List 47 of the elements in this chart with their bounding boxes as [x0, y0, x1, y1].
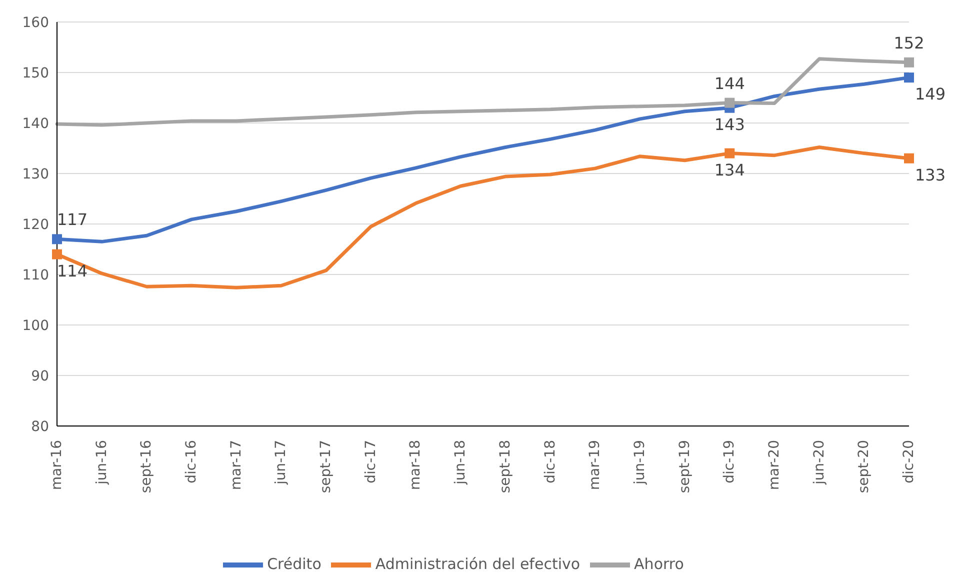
x-tick-label: dic-17 [362, 440, 379, 484]
x-tick-label: sept-19 [676, 440, 693, 494]
y-tick-label: 100 [22, 318, 49, 334]
x-tick-label: dic-19 [722, 440, 738, 484]
y-tick-label: 160 [22, 14, 49, 31]
point [724, 148, 735, 158]
x-tick-label: dic-16 [184, 440, 200, 484]
point [724, 98, 735, 108]
x-tick-label: sept-18 [497, 440, 514, 494]
data-label: 143 [714, 114, 745, 134]
x-tick-label: sept-17 [318, 440, 334, 494]
x-tick-label: jun-16 [94, 440, 110, 486]
point [904, 72, 914, 83]
point [904, 153, 914, 164]
legend-label: Administración del efectivo [375, 555, 580, 574]
x-tick-label: jun-18 [452, 440, 469, 486]
x-tick-label: mar-16 [49, 440, 65, 490]
x-tick-label: jun-19 [632, 440, 648, 486]
y-tick-label: 110 [22, 267, 49, 284]
y-tick-label: 80 [31, 418, 49, 435]
y-tick-label: 130 [22, 166, 49, 182]
x-tick-label: mar-18 [408, 440, 424, 490]
y-tick-label: 120 [22, 216, 49, 233]
point [52, 234, 62, 244]
legend-label: Crédito [267, 555, 322, 574]
x-tick-label: jun-20 [811, 440, 828, 486]
y-tick-label: 140 [22, 116, 49, 132]
point [52, 249, 62, 260]
x-tick-label: sept-20 [856, 440, 872, 494]
data-label: 152 [894, 33, 924, 52]
legend-label: Ahorro [634, 555, 684, 574]
data-label: 144 [714, 74, 745, 93]
point [904, 57, 914, 68]
data-label: 133 [915, 165, 946, 184]
data-label: 114 [57, 261, 88, 280]
data-label: 117 [57, 210, 88, 230]
x-tick-label: mar-19 [587, 440, 604, 490]
x-tick-label: sept-16 [138, 440, 155, 494]
x-tick-label: mar-20 [766, 440, 782, 490]
y-tick-label: 90 [31, 368, 49, 384]
x-tick-label: dic-18 [542, 440, 558, 484]
data-label: 149 [915, 84, 946, 104]
x-tick-label: mar-17 [228, 440, 244, 490]
x-tick-label: dic-20 [901, 440, 917, 484]
y-tick-label: 150 [22, 65, 49, 82]
x-tick-label: jun-17 [273, 440, 290, 486]
data-label: 134 [714, 160, 745, 180]
